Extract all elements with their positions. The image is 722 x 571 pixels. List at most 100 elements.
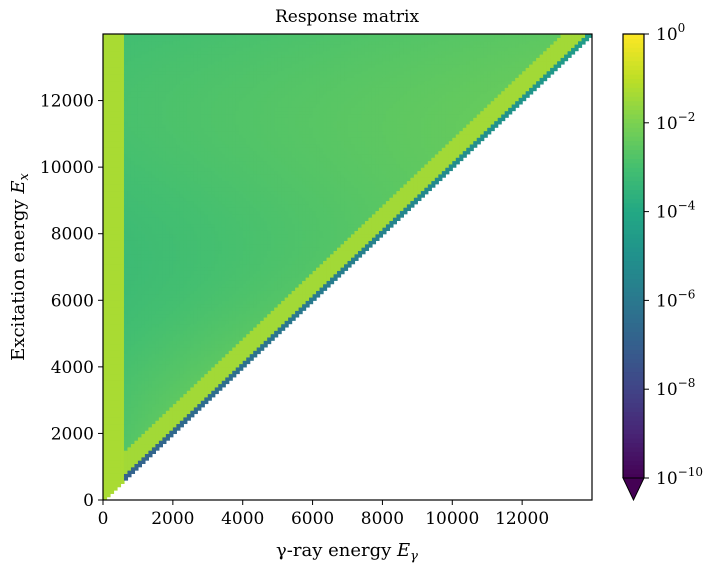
heatmap-cell xyxy=(249,263,254,268)
heatmap-cell xyxy=(239,276,244,281)
heatmap-cell xyxy=(151,403,156,408)
heatmap-cell xyxy=(130,460,136,464)
heatmap-cell xyxy=(176,323,181,328)
heatmap-cell xyxy=(148,310,153,315)
heatmap-cell xyxy=(120,430,125,435)
heatmap-cell xyxy=(249,276,254,281)
heatmap-cell xyxy=(127,323,132,328)
heatmap-cell xyxy=(106,237,111,241)
heatmap-cell xyxy=(169,243,174,248)
heatmap-cell xyxy=(368,200,373,205)
heatmap-cell xyxy=(148,190,153,195)
heatmap-cell xyxy=(141,253,146,258)
heatmap-cell xyxy=(127,370,132,375)
heatmap-cell xyxy=(291,183,296,188)
heatmap-cell xyxy=(263,217,268,221)
heatmap-cell xyxy=(113,210,118,215)
heatmap-cell xyxy=(242,300,247,305)
heatmap-cell xyxy=(305,197,310,202)
heatmap-cell xyxy=(144,346,149,351)
heatmap-cell xyxy=(284,296,289,301)
heatmap-cell xyxy=(232,373,237,378)
heatmap-cell xyxy=(165,330,170,335)
heatmap-cell xyxy=(368,237,373,241)
heatmap-cell xyxy=(148,440,153,445)
heatmap-cell xyxy=(183,230,188,235)
heatmap-cell xyxy=(176,383,181,388)
heatmap-cell xyxy=(134,376,139,381)
heatmap-cell xyxy=(106,217,111,221)
heatmap-cell xyxy=(218,213,223,218)
heatmap-cell xyxy=(197,283,202,288)
heatmap-cell xyxy=(260,220,265,225)
heatmap-cell xyxy=(103,167,108,172)
heatmap-cell xyxy=(295,190,300,195)
heatmap-cell xyxy=(246,250,251,255)
heatmap-cell xyxy=(281,170,286,175)
heatmap-cell xyxy=(120,237,125,241)
heatmap-cell xyxy=(106,416,111,421)
heatmap-cell xyxy=(232,170,237,175)
heatmap-cell xyxy=(197,316,202,321)
heatmap-cell xyxy=(183,253,188,258)
heatmap-cell xyxy=(326,173,331,178)
heatmap-cell xyxy=(148,270,153,275)
heatmap-cell xyxy=(256,343,261,348)
heatmap-cell xyxy=(204,373,209,378)
heatmap-cell xyxy=(267,326,272,331)
heatmap-cell xyxy=(134,323,139,328)
heatmap-cell xyxy=(137,303,143,308)
heatmap-cell xyxy=(337,207,342,212)
heatmap-cell xyxy=(228,190,233,195)
heatmap-cell xyxy=(302,306,307,311)
heatmap-cell xyxy=(103,363,108,368)
heatmap-cell xyxy=(246,303,251,308)
heatmap-cell xyxy=(361,247,366,251)
heatmap-cell xyxy=(179,290,184,295)
heatmap-cell xyxy=(326,180,331,185)
heatmap-cell xyxy=(123,316,129,321)
heatmap-cell xyxy=(337,177,342,182)
heatmap-cell xyxy=(207,240,212,245)
heatmap-cell xyxy=(291,233,296,238)
heatmap-cell xyxy=(350,183,356,188)
heatmap-cell xyxy=(172,330,177,335)
heatmap-cell xyxy=(350,197,356,202)
heatmap-cell xyxy=(120,393,125,398)
heatmap-cell xyxy=(207,223,212,228)
heatmap-cell xyxy=(190,283,195,288)
heatmap-cell xyxy=(382,177,387,182)
heatmap-cell xyxy=(116,290,122,295)
heatmap-cell xyxy=(249,306,254,311)
heatmap-cell xyxy=(298,253,303,258)
heatmap-cell xyxy=(186,366,191,371)
heatmap-cell xyxy=(270,170,275,175)
heatmap-cell xyxy=(253,223,258,228)
heatmap-cell xyxy=(169,396,174,401)
heatmap-cell xyxy=(316,280,321,285)
heatmap-cell xyxy=(232,207,237,212)
heatmap-cell xyxy=(253,230,258,235)
heatmap-cell xyxy=(193,326,198,331)
heatmap-cell xyxy=(106,493,111,498)
heatmap-cell xyxy=(197,207,202,212)
heatmap-cell xyxy=(413,193,418,198)
heatmap-cell xyxy=(176,203,181,208)
heatmap-cell xyxy=(267,310,272,315)
heatmap-cell xyxy=(249,237,254,241)
heatmap-cell xyxy=(221,380,226,385)
heatmap-cell xyxy=(193,310,198,315)
heatmap-cell xyxy=(130,330,136,335)
heatmap-cell xyxy=(165,167,170,172)
heatmap-cell xyxy=(305,263,310,268)
heatmap-cell xyxy=(239,247,244,251)
heatmap-cell xyxy=(214,217,219,221)
heatmap-cell xyxy=(218,336,223,341)
heatmap-cell xyxy=(371,173,377,178)
heatmap-cell xyxy=(134,333,139,338)
heatmap-cell xyxy=(207,237,212,241)
heatmap-cell xyxy=(316,220,321,225)
heatmap-cell xyxy=(137,346,143,351)
heatmap-cell xyxy=(333,227,338,231)
heatmap-cell xyxy=(207,210,212,215)
